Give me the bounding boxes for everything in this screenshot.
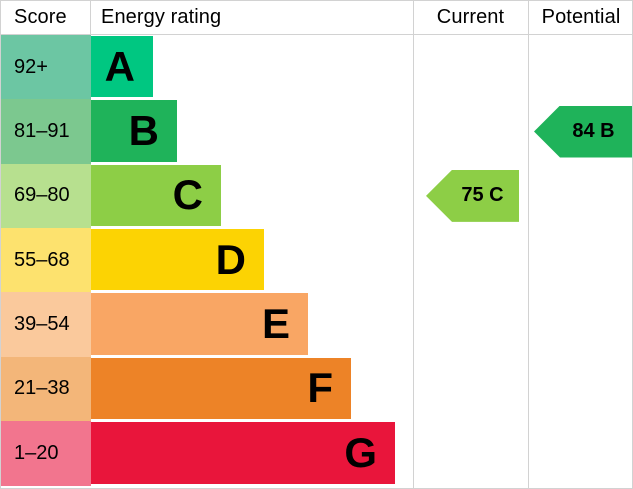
current-header-label: Current	[436, 6, 505, 28]
header-rule	[1, 34, 632, 35]
band-letter: B	[128, 107, 159, 155]
score-range-label: 55–68	[14, 248, 70, 271]
band-letter: D	[215, 235, 246, 283]
rating-bar: E	[91, 293, 308, 355]
score-cell: 39–54	[1, 292, 91, 357]
score-cell: 92+	[1, 35, 91, 100]
band-letter: A	[104, 42, 135, 90]
rating-bar: G	[91, 422, 395, 484]
potential-header-label: Potential	[541, 6, 621, 28]
band-row: 55–68 D	[1, 228, 632, 293]
score-range-label: 39–54	[14, 313, 70, 336]
rating-bar: F	[91, 357, 351, 420]
energy-rating-header-label: Energy rating	[101, 6, 222, 28]
score-header-label: Score	[14, 6, 67, 28]
score-cell: 1–20	[1, 421, 91, 486]
potential-rating-label: 84 B	[572, 120, 615, 143]
rating-bar: B	[91, 100, 177, 162]
score-cell: 21–38	[1, 356, 91, 422]
rating-bar: A	[91, 36, 153, 98]
divider-current-column	[413, 1, 414, 488]
score-range-label: 21–38	[14, 377, 70, 400]
current-rating-label: 75 C	[461, 184, 504, 207]
band-row: 1–20 G	[1, 421, 632, 486]
score-range-label: 81–91	[14, 120, 70, 143]
band-row: 21–38 F	[1, 356, 632, 422]
band-letter: G	[344, 428, 377, 476]
rating-bar: C	[91, 164, 221, 227]
band-row: 81–91 B	[1, 99, 632, 164]
score-cell: 69–80	[1, 163, 91, 229]
band-letter: F	[307, 364, 333, 412]
score-range-label: 69–80	[14, 184, 70, 207]
band-letter: C	[172, 171, 203, 219]
score-cell: 81–91	[1, 99, 91, 164]
band-row: 69–80 C	[1, 163, 632, 229]
band-row: 39–54 E	[1, 292, 632, 357]
score-range-label: 1–20	[14, 441, 59, 464]
score-cell: 55–68	[1, 228, 91, 293]
divider-score-column	[90, 1, 91, 34]
rating-bar: D	[91, 229, 264, 291]
divider-potential-column	[528, 1, 529, 488]
band-row: 92+ A	[1, 35, 632, 100]
score-range-label: 92+	[14, 55, 48, 78]
band-letter: E	[261, 300, 290, 348]
